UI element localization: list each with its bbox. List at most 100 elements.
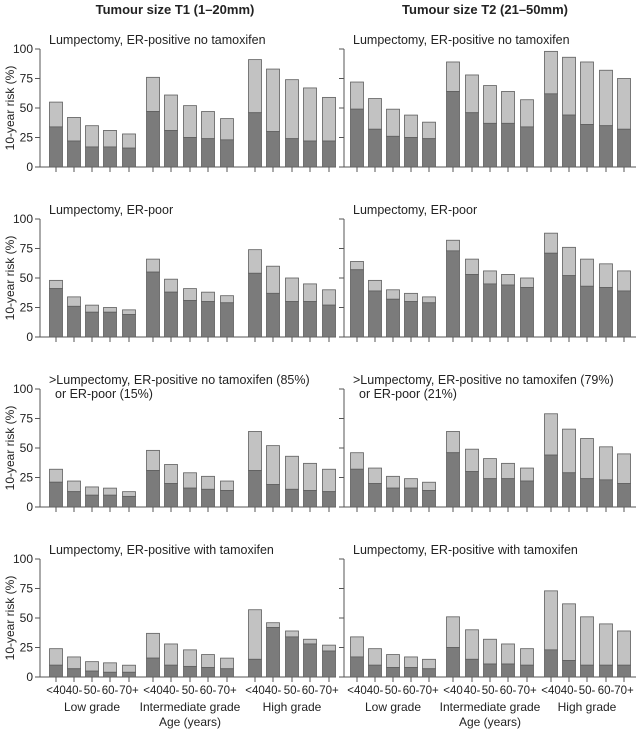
group-label: Low grade [365, 700, 421, 714]
y-tick-label: 75 [20, 72, 34, 86]
bar-total-segment [85, 304, 99, 313]
bar-total-segment [322, 468, 336, 493]
bar-dark-segment [322, 304, 336, 338]
bar-total-segment [164, 464, 178, 484]
bar-total-segment [368, 467, 382, 484]
bar-dark-segment [303, 301, 317, 338]
bar-total-segment [422, 296, 436, 304]
bar-total-segment [599, 263, 613, 288]
bar-total-segment [122, 309, 136, 315]
bar-total-segment [520, 99, 534, 128]
x-axis-label: Age (years) [159, 715, 221, 729]
bar-dark-segment [368, 664, 382, 678]
bar-dark-segment [248, 272, 262, 338]
bar-total-segment [617, 78, 631, 130]
bar-dark-segment [599, 479, 613, 508]
bar-total-segment [501, 643, 515, 665]
bar-total-segment [201, 291, 215, 303]
bar-dark-segment [599, 664, 613, 678]
bar-total-segment [248, 59, 262, 114]
panel-title: or ER-poor (21%) [359, 387, 457, 401]
bar-dark-segment [368, 290, 382, 338]
bar-dark-segment [183, 300, 197, 338]
bar-total-segment [85, 125, 99, 148]
bar-total-segment [67, 296, 81, 307]
panel-title: >Lumpectomy, ER-positive no tamoxifen (8… [49, 373, 310, 387]
bar-dark-segment [580, 664, 594, 678]
bar-dark-segment [422, 138, 436, 168]
bar-dark-segment [520, 126, 534, 168]
x-tick-label: 50- [579, 685, 596, 697]
bar-total-segment [368, 279, 382, 292]
bar-dark-segment [520, 287, 534, 338]
x-tick-label: 40- [367, 685, 384, 697]
x-tick-label: 40- [265, 685, 282, 697]
panel-title: Lumpectomy, ER-positive no tamoxifen [49, 33, 266, 47]
bar-total-segment [303, 283, 317, 302]
bar-dark-segment [422, 490, 436, 508]
bar-total-segment [285, 79, 299, 140]
bar-dark-segment [562, 472, 576, 508]
x-tick-label: 50- [84, 685, 101, 697]
bar-total-segment [103, 662, 117, 673]
group-label: Low grade [64, 700, 120, 714]
bar-dark-segment [483, 663, 497, 678]
bar-total-segment [67, 656, 81, 670]
bar-dark-segment [85, 494, 99, 508]
bar-total-segment [446, 431, 460, 454]
group-label: Intermediate grade [140, 700, 241, 714]
bar-dark-segment [544, 93, 558, 168]
bar-dark-segment [404, 667, 418, 678]
panel-title: Lumpectomy, ER-positive with tamoxifen [49, 543, 274, 557]
bar-total-segment [85, 661, 99, 672]
bar-dark-segment [501, 663, 515, 678]
bar-total-segment [501, 462, 515, 480]
bar-dark-segment [599, 125, 613, 168]
bar-total-segment [520, 648, 534, 666]
column-title: Tumour size T1 (1–20mm) [96, 2, 255, 17]
x-tick-label: 40- [464, 685, 481, 697]
bar-dark-segment [303, 140, 317, 168]
bar-total-segment [501, 274, 515, 286]
column-title: Tumour size T2 (21–50mm) [402, 2, 568, 17]
x-tick-label: 50- [385, 685, 402, 697]
bar-dark-segment [386, 487, 400, 508]
bar-dark-segment [580, 285, 594, 338]
y-tick-label: 0 [26, 670, 33, 684]
bar-total-segment [201, 475, 215, 490]
bar-total-segment [146, 449, 160, 471]
bar-total-segment [122, 491, 136, 497]
bar-total-segment [164, 643, 178, 666]
bar-dark-segment [248, 112, 262, 168]
bar-dark-segment [146, 657, 160, 678]
x-tick-label: 50- [182, 685, 199, 697]
panel-title: Lumpectomy, ER-poor [353, 203, 477, 217]
bar-dark-segment [617, 482, 631, 508]
bar-total-segment [617, 270, 631, 292]
x-tick-label: 40- [561, 685, 578, 697]
bar-total-segment [164, 278, 178, 293]
y-tick-label: 0 [26, 160, 33, 174]
bar-total-segment [220, 295, 234, 304]
bar-total-segment [49, 279, 63, 290]
bar-total-segment [386, 289, 400, 300]
bar-dark-segment [580, 124, 594, 168]
y-tick-label: 25 [20, 131, 34, 145]
bar-dark-segment [465, 471, 479, 508]
bar-total-segment [617, 453, 631, 484]
bar-dark-segment [465, 658, 479, 678]
bar-total-segment [183, 649, 197, 667]
x-tick-label: 40- [163, 685, 180, 697]
y-tick-label: 50 [20, 611, 34, 625]
bar-dark-segment [465, 112, 479, 168]
y-tick-label: 25 [20, 641, 34, 655]
panel-title: Lumpectomy, ER-positive no tamoxifen [353, 33, 570, 47]
x-tick-label: 60- [200, 685, 217, 697]
x-tick-label: <40 [347, 685, 367, 697]
bar-dark-segment [303, 490, 317, 508]
bar-dark-segment [266, 131, 280, 168]
bar-dark-segment [544, 252, 558, 338]
bar-dark-segment [266, 292, 280, 338]
bar-total-segment [103, 307, 117, 313]
bar-total-segment [303, 87, 317, 142]
